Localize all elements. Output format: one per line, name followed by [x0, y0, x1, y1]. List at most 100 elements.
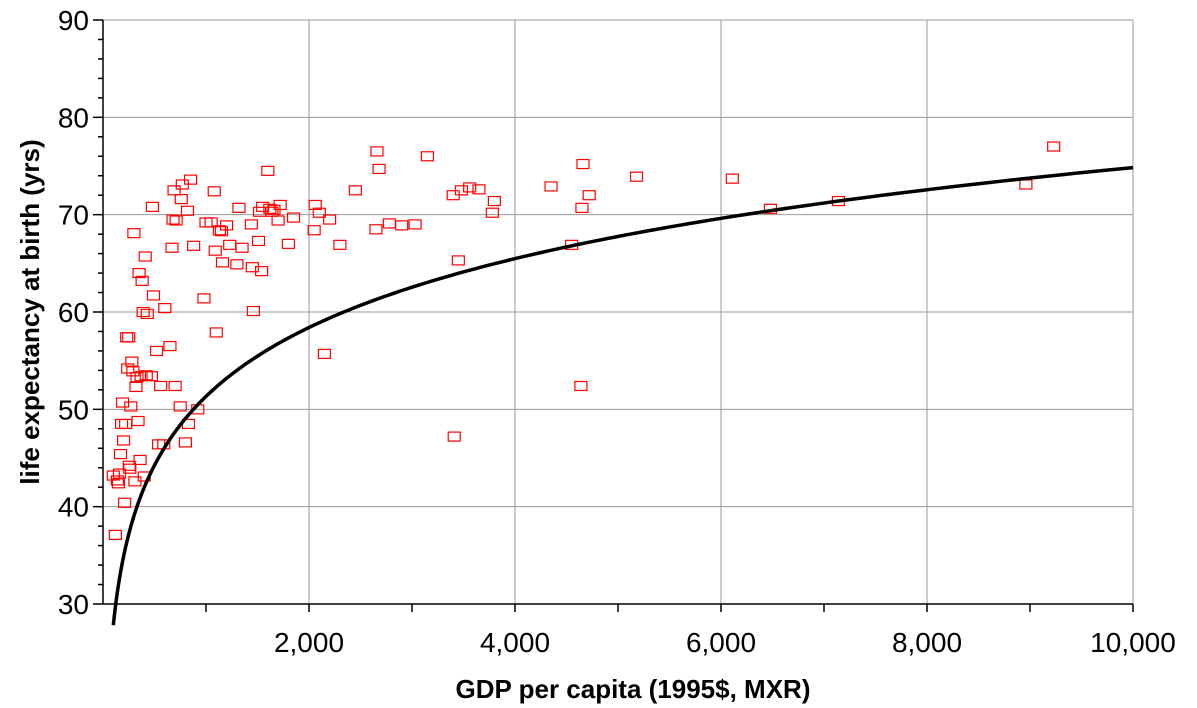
data-point-96	[395, 220, 409, 231]
data-point-109	[574, 380, 588, 392]
data-point-107	[544, 181, 558, 192]
y-tick-label: 60	[58, 297, 89, 328]
data-point-118	[1047, 141, 1061, 152]
data-point-60	[208, 245, 222, 256]
data-point-16	[124, 401, 138, 412]
data-point-12	[121, 363, 135, 374]
data-point-33	[144, 371, 159, 382]
y-tick-label: 80	[58, 102, 89, 133]
data-point-91	[348, 185, 362, 196]
data-point-22	[130, 372, 144, 383]
data-point-90	[333, 239, 347, 250]
data-point-2	[110, 475, 125, 486]
data-point-46	[169, 215, 183, 226]
data-point-21	[129, 381, 143, 393]
data-point-36	[149, 345, 164, 357]
data-point-78	[263, 203, 277, 214]
data-point-65	[220, 220, 234, 231]
data-point-112	[582, 190, 596, 201]
data-point-53	[183, 174, 198, 185]
data-point-25	[133, 454, 147, 466]
data-point-38	[154, 380, 168, 392]
data-point-45	[168, 380, 182, 392]
x-tick-label: 6,000	[686, 627, 756, 658]
data-point-73	[251, 235, 266, 247]
data-point-85	[307, 225, 321, 236]
data-point-113	[629, 171, 644, 182]
y-axis-ticks: 30 40 50 60 70 80 90	[58, 5, 103, 620]
data-point-64	[215, 257, 230, 268]
data-point-93	[370, 146, 384, 157]
data-point-5	[113, 449, 128, 460]
x-tick-label: 2,000	[274, 627, 344, 658]
trend-line	[111, 165, 1134, 626]
x-axis-title: GDP per capita (1995$, MXR)	[456, 674, 811, 704]
y-tick-label: 50	[58, 394, 89, 425]
y-axis-title: life expectancy at birth (yrs)	[15, 139, 45, 484]
data-point-117	[1019, 179, 1033, 190]
y-tick-label: 40	[58, 492, 89, 523]
data-point-17	[125, 356, 139, 367]
data-point-101	[451, 255, 465, 266]
data-point-63	[214, 226, 229, 237]
data-point-70	[244, 219, 258, 230]
data-point-58	[204, 217, 218, 228]
data-point-94	[372, 163, 386, 175]
x-axis-ticks: 2,000 4,000 6,000 8,000 10,000	[205, 604, 1176, 658]
data-point-32	[140, 308, 154, 320]
data-point-86	[308, 199, 322, 211]
y-tick-label: 90	[58, 5, 89, 36]
data-point-84	[286, 212, 301, 223]
data-point-56	[197, 293, 211, 304]
data-point-77	[261, 165, 275, 176]
data-point-88	[317, 348, 332, 359]
data-point-48	[174, 193, 188, 205]
data-point-100	[447, 431, 461, 442]
data-point-27	[135, 275, 149, 286]
grid-lines	[103, 19, 1134, 604]
data-point-44	[167, 185, 181, 196]
data-point-40	[158, 303, 172, 314]
data-point-9	[118, 497, 132, 508]
data-point-81	[271, 215, 285, 226]
data-point-31	[139, 370, 153, 381]
data-point-13	[122, 332, 136, 343]
data-point-105	[485, 207, 499, 218]
data-point-82	[273, 199, 287, 211]
data-point-47	[173, 401, 187, 412]
data-point-110	[575, 202, 589, 213]
x-tick-label: 8,000	[892, 627, 962, 658]
data-point-41	[163, 340, 177, 352]
data-point-24	[132, 267, 146, 279]
data-point-61	[209, 327, 223, 338]
data-point-26	[134, 371, 148, 382]
data-point-42	[165, 242, 179, 253]
data-point-71	[245, 262, 259, 273]
x-tick-label: 10,000	[1090, 627, 1176, 658]
data-point-98	[420, 151, 435, 162]
y-tick-label: 70	[58, 200, 89, 231]
data-points	[106, 141, 1061, 540]
data-point-72	[246, 305, 260, 317]
data-point-6	[114, 418, 129, 430]
data-point-95	[382, 218, 396, 229]
data-point-75	[255, 266, 269, 277]
data-point-114	[725, 173, 739, 184]
y-tick-label: 30	[58, 589, 89, 620]
data-point-97	[408, 219, 422, 230]
data-point-111	[576, 158, 590, 170]
data-point-8	[116, 435, 131, 446]
data-point-30	[138, 251, 152, 262]
data-point-102	[454, 185, 469, 196]
data-point-50	[178, 437, 192, 448]
data-point-1	[108, 529, 122, 540]
data-point-87	[312, 207, 326, 218]
data-point-83	[281, 238, 295, 249]
data-point-54	[187, 240, 201, 251]
data-point-104	[472, 184, 486, 195]
data-point-23	[131, 415, 145, 427]
data-point-92	[369, 224, 383, 235]
data-point-10	[119, 418, 133, 430]
data-point-51	[180, 205, 195, 216]
x-tick-label: 4,000	[480, 627, 550, 658]
